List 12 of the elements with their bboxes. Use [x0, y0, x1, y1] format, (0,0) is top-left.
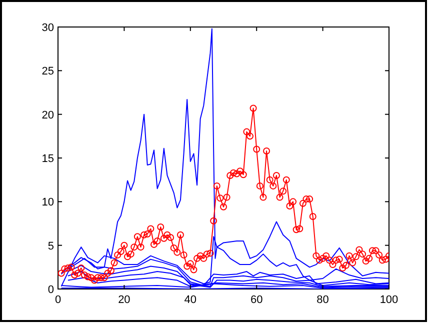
y-tick-label: 20	[42, 109, 54, 122]
x-tick-label: 80	[316, 294, 329, 306]
x-tick-label: 40	[184, 294, 197, 306]
x-tick-label: 60	[250, 294, 263, 306]
x-tick-label: 20	[118, 294, 130, 306]
y-tick-label: 30	[42, 22, 54, 34]
y-tick-label: 25	[42, 66, 54, 78]
y-tick-label: 0	[48, 284, 54, 296]
y-tick-label: 15	[42, 153, 54, 165]
x-tick-label: 100	[380, 294, 398, 306]
y-tick-label: 10	[42, 196, 54, 209]
y-tick-label: 5	[48, 240, 54, 252]
